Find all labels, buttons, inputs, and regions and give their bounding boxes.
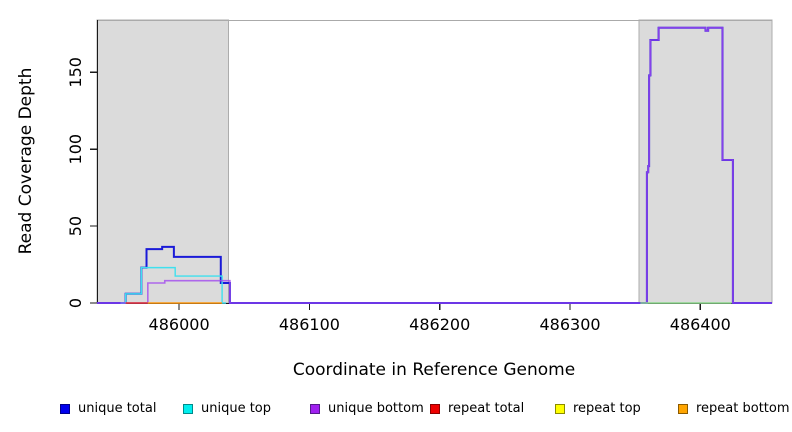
x-tick-label: 486100 (279, 315, 340, 334)
legend-item-unique-total: unique total (60, 401, 156, 416)
y-tick-label: 0 (66, 298, 85, 308)
legend-item-repeat-top: repeat top (555, 401, 641, 416)
legend: unique total unique top unique bottom repea… (0, 398, 792, 424)
x-tick-label: 486300 (539, 315, 600, 334)
legend-label: unique bottom (328, 401, 424, 416)
legend-swatch-unique-bottom (310, 403, 320, 414)
legend-swatch-repeat-total (430, 403, 440, 414)
y-tick-label: 100 (66, 134, 85, 165)
series-unique-top (120, 266, 227, 304)
legend-swatch-repeat-bottom (678, 403, 688, 414)
legend-swatch-unique-top (183, 403, 193, 414)
legend-item-unique-top: unique top (183, 401, 271, 416)
y-tick-label: 150 (66, 57, 85, 88)
legend-label: repeat top (573, 401, 641, 416)
x-tick-label: 486200 (409, 315, 470, 334)
y-tick-label: 50 (66, 216, 85, 236)
legend-label: unique top (201, 401, 272, 416)
x-axis-title: Coordinate in Reference Genome (292, 360, 576, 380)
legend-item-unique-bottom: unique bottom (310, 401, 424, 416)
legend-item-repeat-bottom: repeat bottom (678, 401, 790, 416)
x-tick-label: 486400 (670, 315, 731, 334)
masked-region-left (96, 19, 230, 304)
legend-label: repeat total (448, 401, 525, 416)
series-unique-bottom (97, 26, 772, 304)
legend-swatch-unique-total (60, 403, 70, 414)
y-axis-title: Read Coverage Depth (16, 67, 36, 255)
x-tick-label: 486000 (149, 315, 210, 334)
legend-label: repeat bottom (696, 401, 790, 416)
legend-item-repeat-total: repeat total (430, 401, 524, 416)
legend-label: unique total (78, 401, 157, 416)
legend-swatch-repeat-top (555, 403, 565, 414)
masked-region-right (638, 19, 773, 304)
